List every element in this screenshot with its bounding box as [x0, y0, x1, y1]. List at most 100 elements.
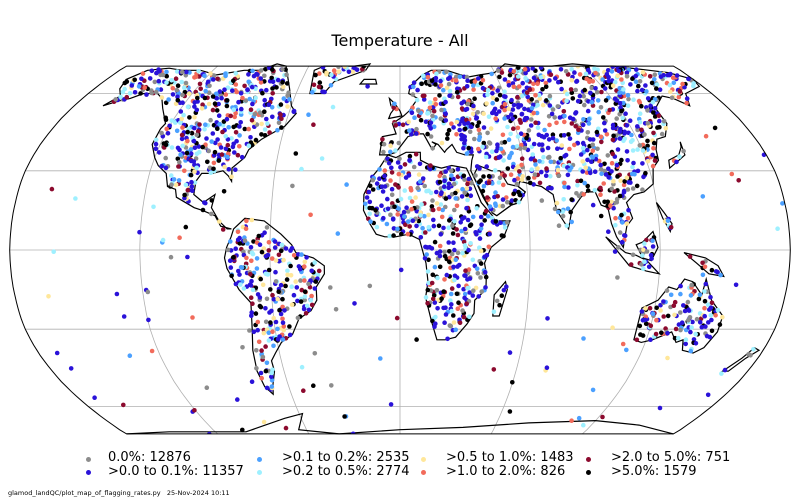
station-marker	[210, 107, 216, 113]
station-marker	[651, 146, 656, 151]
station-marker	[269, 378, 275, 383]
station-marker	[420, 225, 425, 231]
station-marker	[564, 98, 569, 104]
station-marker	[382, 168, 388, 173]
station-marker	[427, 100, 433, 105]
station-marker	[185, 138, 190, 144]
station-marker	[422, 183, 428, 189]
station-marker	[623, 111, 628, 116]
station-marker	[476, 76, 481, 81]
station-marker	[254, 365, 259, 371]
station-marker	[51, 249, 56, 254]
station-marker	[441, 225, 446, 231]
station-marker	[687, 315, 693, 320]
station-marker	[434, 287, 440, 293]
station-marker	[496, 180, 502, 185]
station-marker	[207, 431, 212, 434]
station-marker	[514, 144, 520, 149]
station-marker	[242, 83, 247, 89]
station-marker	[566, 185, 571, 190]
station-marker	[649, 80, 655, 86]
station-marker	[606, 78, 611, 84]
station-marker	[266, 267, 272, 273]
station-marker	[455, 167, 461, 172]
station-marker	[259, 132, 264, 137]
station-marker	[425, 110, 431, 116]
station-marker	[645, 138, 650, 144]
station-marker	[569, 67, 574, 72]
station-marker	[617, 86, 622, 91]
station-marker	[195, 95, 200, 101]
station-marker	[285, 268, 290, 274]
station-marker	[297, 266, 303, 272]
station-marker	[507, 409, 513, 414]
station-marker	[526, 175, 531, 181]
station-marker	[233, 82, 239, 87]
station-marker	[501, 182, 506, 188]
station-marker	[614, 200, 620, 205]
station-marker	[242, 238, 248, 243]
station-marker	[151, 204, 156, 210]
station-marker	[262, 230, 267, 235]
station-marker	[476, 146, 481, 152]
station-marker	[561, 133, 567, 138]
station-marker	[635, 127, 640, 133]
station-marker	[519, 162, 524, 168]
station-marker	[306, 307, 312, 313]
station-marker	[153, 146, 159, 152]
station-marker	[522, 66, 528, 72]
station-marker	[369, 205, 375, 211]
station-marker	[382, 173, 387, 179]
station-marker	[441, 289, 447, 294]
station-marker	[625, 103, 631, 108]
station-marker	[200, 144, 205, 150]
station-marker	[249, 310, 254, 315]
station-marker	[620, 115, 625, 121]
station-marker	[367, 283, 373, 289]
station-marker	[49, 186, 55, 192]
station-marker	[688, 293, 694, 298]
station-marker	[615, 174, 620, 179]
station-marker	[476, 120, 482, 125]
station-marker	[556, 209, 561, 215]
station-marker	[454, 132, 459, 137]
footer-note: glamod_landQC/plot_map_of_flagging_rates…	[8, 489, 230, 497]
station-marker	[447, 259, 452, 265]
station-marker	[590, 79, 596, 84]
legend-label-0-0.1pct: >0.0 to 0.1%: 11357	[108, 464, 244, 479]
station-marker	[139, 76, 144, 82]
station-marker	[473, 285, 479, 291]
station-marker	[507, 350, 513, 355]
station-marker	[346, 69, 352, 75]
station-marker	[136, 84, 142, 89]
legend-label-0pct: 0.0%: 12876	[108, 450, 191, 465]
station-marker	[622, 179, 627, 184]
station-marker	[452, 207, 457, 213]
station-marker	[192, 115, 197, 120]
station-marker	[185, 254, 190, 260]
station-marker	[396, 140, 402, 146]
station-marker	[308, 297, 314, 303]
station-marker	[467, 129, 473, 134]
station-marker	[460, 308, 465, 313]
station-marker	[204, 136, 209, 141]
station-marker	[244, 218, 249, 224]
station-marker	[510, 380, 515, 385]
station-marker	[483, 208, 489, 214]
station-marker	[261, 419, 267, 425]
station-marker	[443, 305, 448, 311]
station-marker	[241, 286, 247, 291]
station-marker	[265, 121, 270, 126]
station-marker	[625, 158, 630, 163]
station-marker	[592, 169, 598, 174]
station-marker	[173, 182, 179, 188]
station-marker	[563, 152, 569, 158]
station-marker	[633, 73, 639, 79]
station-marker	[442, 178, 447, 184]
station-marker	[211, 160, 217, 166]
station-marker	[480, 85, 486, 91]
station-marker	[460, 216, 465, 221]
station-marker	[426, 280, 432, 286]
station-marker	[609, 199, 614, 205]
station-marker	[685, 299, 691, 305]
